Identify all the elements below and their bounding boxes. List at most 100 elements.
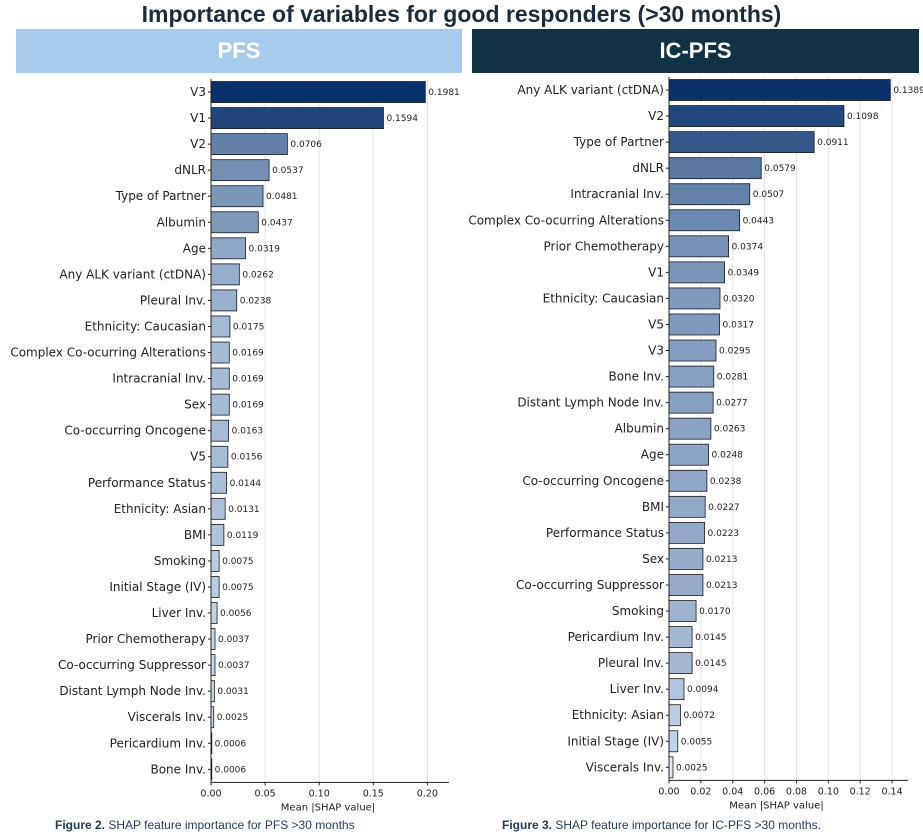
category-label: Sex: [642, 552, 664, 566]
value-label: 0.0248: [712, 451, 744, 461]
value-label: 0.0072: [683, 711, 715, 721]
bar: [668, 652, 693, 675]
x-tick-label: 0.14: [881, 786, 902, 797]
category-label: Any ALK variant (ctDNA): [59, 267, 206, 281]
x-axis-label: Mean |SHAP value|: [281, 802, 375, 813]
bar: [668, 600, 697, 622]
value-label: 0.0317: [723, 320, 755, 330]
value-label: 0.0706: [290, 140, 322, 150]
category-label: Co-occurring Oncogene: [522, 474, 664, 488]
value-label: 0.0144: [230, 479, 262, 489]
category-label: Prior Chemotherapy: [86, 632, 206, 646]
ic-pfs-banner: IC-PFS: [472, 29, 919, 73]
category-label: Pleural Inv.: [140, 293, 206, 307]
value-label: 0.0169: [232, 375, 264, 385]
category-label: Viscerals Inv.: [586, 760, 664, 774]
value-label: 0.1981: [428, 88, 460, 98]
bar: [668, 495, 706, 518]
category-label: Prior Chemotherapy: [544, 239, 664, 253]
category-label: Smoking: [612, 604, 664, 618]
value-label: 0.0169: [232, 401, 264, 411]
bar: [668, 235, 729, 258]
category-label: V2: [648, 109, 664, 123]
figure-3-caption: Figure 3. SHAP feature importance for IC…: [502, 818, 821, 832]
category-label: BMI: [184, 528, 206, 542]
category-label: Co-occurring Oncogene: [64, 424, 206, 438]
category-label: Distant Lymph Node Inv.: [517, 396, 664, 410]
category-label: Co-occurring Suppressor: [516, 578, 664, 592]
value-label: 0.0437: [261, 218, 293, 228]
value-label: 0.0075: [222, 583, 254, 593]
figure-2-caption-text: SHAP feature importance for PFS >30 mont…: [105, 818, 355, 832]
value-label: 0.0075: [222, 557, 254, 567]
value-label: 0.0025: [217, 713, 249, 723]
x-tick-label: 0.10: [818, 786, 839, 797]
value-label: 0.0481: [266, 192, 298, 202]
bar: [668, 521, 705, 544]
value-label: 0.1389: [893, 86, 923, 96]
category-label: Pericardium Inv.: [568, 630, 664, 644]
figure-title: Importance of variables for good respond…: [141, 1, 782, 27]
category-label: Co-occurring Suppressor: [58, 658, 206, 672]
value-label: 0.0320: [723, 294, 755, 304]
value-label: 0.0223: [708, 529, 740, 539]
value-label: 0.0163: [232, 427, 264, 437]
value-label: 0.0227: [708, 503, 740, 513]
value-label: 0.0507: [753, 190, 785, 200]
x-tick-label: 0.02: [690, 786, 711, 797]
bar: [668, 756, 674, 779]
figure-3-caption-text: SHAP feature importance for IC-PFS >30 m…: [552, 818, 821, 832]
value-label: 0.0443: [743, 216, 775, 226]
bar: [668, 131, 815, 154]
x-tick-label: 0.04: [722, 786, 743, 797]
value-label: 0.0281: [717, 373, 749, 383]
value-label: 0.0170: [699, 607, 731, 617]
category-label: Bone Inv.: [150, 762, 206, 776]
value-label: 0.0579: [764, 164, 796, 174]
x-tick-label: 0.05: [255, 788, 276, 799]
value-label: 0.0031: [217, 687, 249, 697]
bar: [668, 313, 720, 336]
value-label: 0.0056: [220, 609, 252, 619]
value-label: 0.0349: [728, 268, 760, 278]
value-label: 0.0277: [716, 399, 748, 409]
category-label: dNLR: [632, 161, 664, 175]
value-label: 0.0119: [227, 531, 259, 541]
bar: [668, 730, 679, 753]
value-label: 0.0037: [218, 635, 250, 645]
x-tick-label: 0.00: [658, 786, 679, 797]
value-label: 0.0319: [249, 244, 281, 254]
value-label: 0.0537: [272, 166, 304, 176]
value-label: 0.0238: [710, 477, 742, 487]
category-label: Performance Status: [88, 476, 206, 490]
category-label: Sex: [184, 398, 206, 412]
x-axis-label: Mean |SHAP value|: [729, 800, 823, 811]
value-label: 0.0262: [242, 270, 273, 280]
bar: [668, 365, 715, 388]
bar: [668, 339, 717, 362]
value-label: 0.0175: [233, 322, 265, 332]
figure-3-caption-label: Figure 3.: [502, 818, 553, 832]
bar: [668, 79, 891, 101]
figure-2-caption: Figure 2. SHAP feature importance for PF…: [55, 818, 355, 832]
x-tick-label: 0.08: [786, 786, 807, 797]
category-label: Ethnicity: Caucasian: [85, 319, 206, 333]
bar: [668, 105, 845, 127]
x-tick-label: 0.06: [754, 786, 775, 797]
x-tick-label: 0.20: [417, 788, 438, 799]
category-label: Distant Lymph Node Inv.: [59, 684, 206, 698]
category-label: Age: [183, 241, 206, 255]
bar: [668, 287, 721, 310]
category-label: Albumin: [615, 422, 664, 436]
value-label: 0.0238: [240, 296, 272, 306]
category-label: V5: [190, 450, 206, 464]
value-label: 0.0131: [228, 505, 260, 515]
category-label: Bone Inv.: [608, 370, 664, 384]
value-label: 0.0374: [732, 242, 764, 252]
category-label: dNLR: [174, 163, 206, 177]
x-tick-label: 0.15: [363, 788, 384, 799]
value-label: 0.0025: [676, 763, 708, 773]
bar: [668, 469, 708, 492]
value-label: 0.1098: [847, 112, 879, 122]
